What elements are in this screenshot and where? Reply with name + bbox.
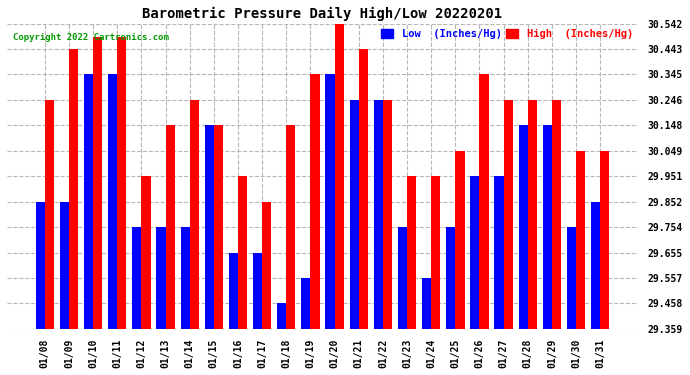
Bar xyxy=(238,176,247,329)
Bar xyxy=(591,202,600,329)
Bar xyxy=(36,202,45,329)
Bar xyxy=(60,202,69,329)
Bar xyxy=(455,151,464,329)
Bar xyxy=(84,75,93,329)
Bar xyxy=(141,176,150,329)
Bar xyxy=(93,36,102,329)
Bar xyxy=(446,227,455,329)
Bar xyxy=(519,125,528,329)
Bar xyxy=(422,278,431,329)
Bar xyxy=(229,253,238,329)
Bar xyxy=(407,176,416,329)
Bar xyxy=(253,253,262,329)
Bar xyxy=(374,100,383,329)
Bar xyxy=(286,125,295,329)
Bar xyxy=(166,125,175,329)
Bar xyxy=(262,202,271,329)
Bar xyxy=(398,227,407,329)
Bar xyxy=(205,125,214,329)
Bar xyxy=(504,100,513,329)
Bar xyxy=(350,100,359,329)
Bar xyxy=(495,176,504,329)
Bar xyxy=(181,227,190,329)
Bar xyxy=(552,100,561,329)
Bar xyxy=(190,100,199,329)
Bar xyxy=(302,278,310,329)
Bar xyxy=(576,151,585,329)
Bar xyxy=(383,100,392,329)
Bar xyxy=(157,227,166,329)
Legend: Low  (Inches/Hg), High  (Inches/Hg): Low (Inches/Hg), High (Inches/Hg) xyxy=(381,29,633,39)
Bar xyxy=(567,227,576,329)
Bar xyxy=(326,75,335,329)
Bar xyxy=(528,100,537,329)
Bar xyxy=(543,125,552,329)
Bar xyxy=(359,49,368,329)
Bar xyxy=(45,100,54,329)
Bar xyxy=(471,176,480,329)
Bar xyxy=(132,227,141,329)
Bar xyxy=(335,24,344,329)
Bar xyxy=(480,75,489,329)
Title: Barometric Pressure Daily High/Low 20220201: Barometric Pressure Daily High/Low 20220… xyxy=(142,7,502,21)
Bar xyxy=(600,151,609,329)
Bar xyxy=(277,303,286,329)
Text: Copyright 2022 Cartronics.com: Copyright 2022 Cartronics.com xyxy=(13,33,169,42)
Bar xyxy=(108,75,117,329)
Bar xyxy=(214,125,223,329)
Bar xyxy=(310,75,319,329)
Bar xyxy=(431,176,440,329)
Bar xyxy=(69,49,78,329)
Bar xyxy=(117,36,126,329)
